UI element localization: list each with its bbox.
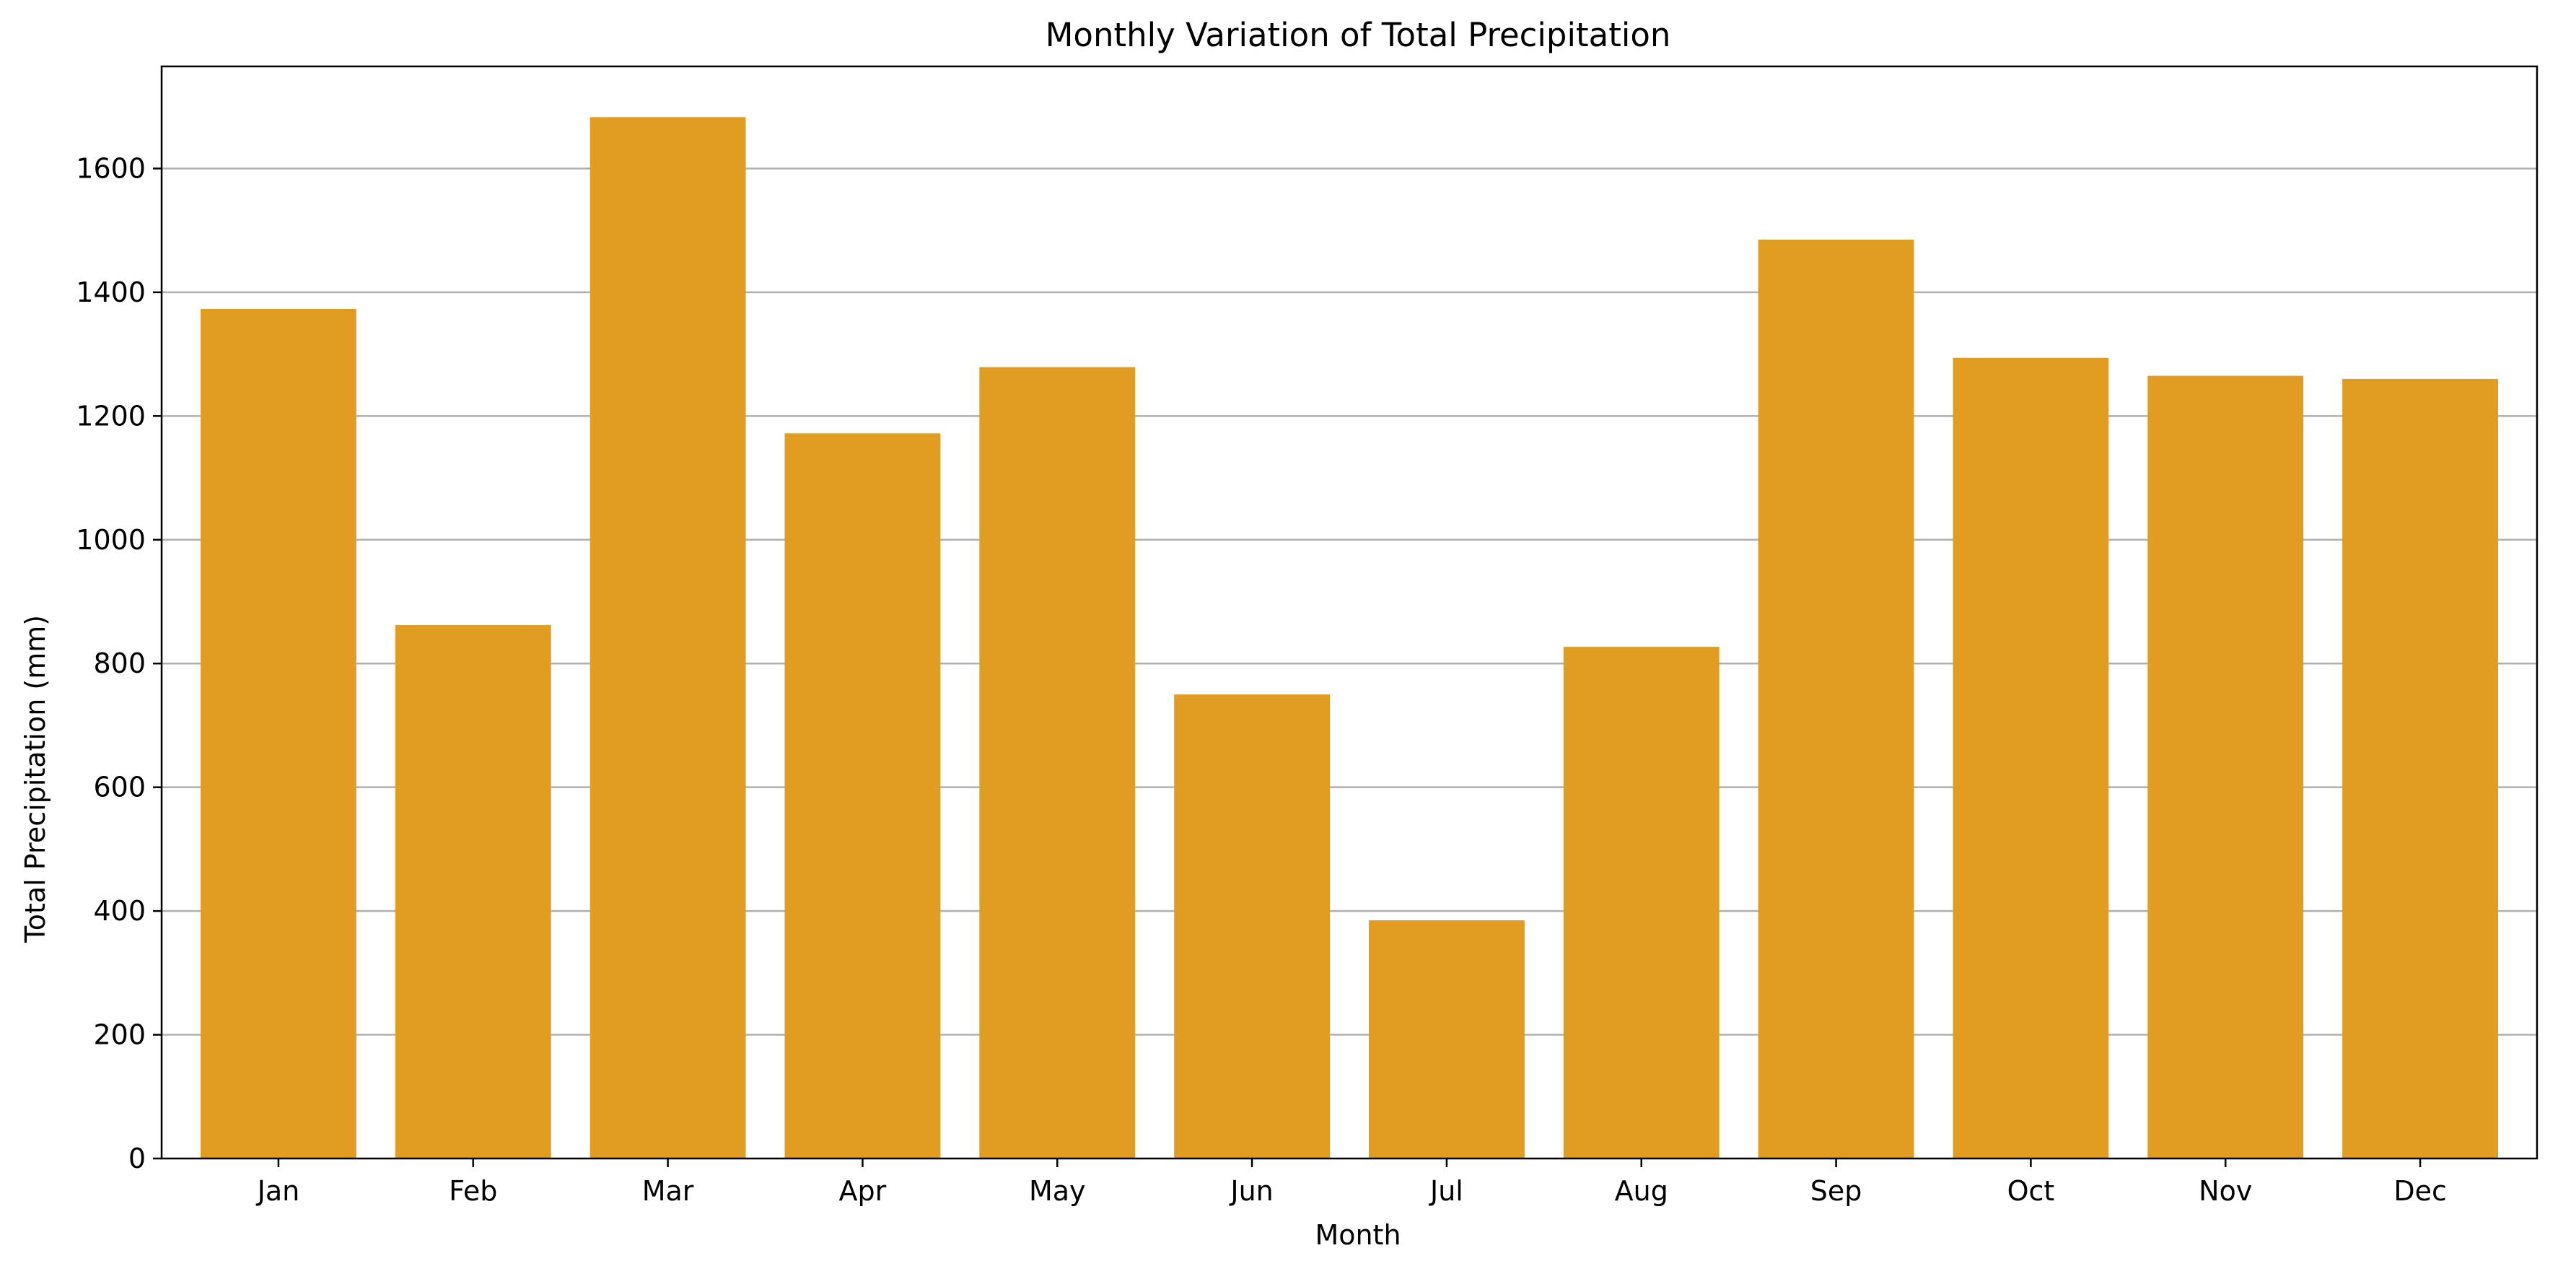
y-tick-label: 0 <box>128 1143 146 1174</box>
y-tick-label: 800 <box>93 647 146 679</box>
bar-dec <box>2342 378 2499 1159</box>
x-tick-label: Apr <box>839 1175 887 1207</box>
chart-title: Monthly Variation of Total Precipitation <box>1046 16 1671 54</box>
bar-nov <box>2147 375 2304 1159</box>
x-tick-label: Jun <box>1229 1175 1273 1207</box>
bar-sep <box>1758 240 1914 1159</box>
bar-apr <box>784 433 941 1159</box>
x-axis-label: Month <box>1315 1219 1401 1251</box>
x-tick-label: Aug <box>1615 1175 1668 1207</box>
x-tick-label: May <box>1029 1175 1086 1207</box>
y-tick-label: 1400 <box>76 276 146 308</box>
bar-mar <box>590 117 746 1159</box>
plot-frame <box>160 65 2538 1160</box>
y-tick-label: 1200 <box>76 400 146 432</box>
y-tick-label: 1000 <box>76 524 146 556</box>
x-axis-ticks: Jan Feb Mar Apr May Jun Jul Aug Sep Oct Nov Dec <box>256 1159 2447 1207</box>
bars <box>200 117 2499 1159</box>
y-tick-label: 400 <box>93 895 146 927</box>
bar-oct <box>1953 357 2109 1159</box>
bar-may <box>979 367 1136 1159</box>
bar-jun <box>1174 694 1331 1159</box>
bar-aug <box>1563 647 1719 1159</box>
y-gridlines <box>162 167 2537 1036</box>
x-tick-label: Feb <box>449 1175 497 1207</box>
x-tick-label: Oct <box>2007 1175 2055 1207</box>
x-tick-label: Sep <box>1810 1175 1862 1207</box>
y-tick-label: 200 <box>93 1019 146 1051</box>
bar-jan <box>200 309 356 1159</box>
y-axis-label: Total Precipitation (mm) <box>19 615 51 943</box>
bar-feb <box>395 625 551 1159</box>
x-tick-label: Dec <box>2393 1175 2447 1207</box>
y-tick-label: 1600 <box>76 152 146 184</box>
y-tick-label: 600 <box>93 772 146 803</box>
x-tick-label: Nov <box>2199 1175 2252 1207</box>
y-axis-ticks: 0 200 400 600 800 1000 1200 1400 1600 <box>76 152 162 1174</box>
x-tick-label: Mar <box>642 1175 694 1207</box>
bar-jul <box>1368 920 1525 1159</box>
x-tick-label: Jul <box>1429 1175 1463 1207</box>
x-tick-label: Jan <box>256 1175 300 1207</box>
